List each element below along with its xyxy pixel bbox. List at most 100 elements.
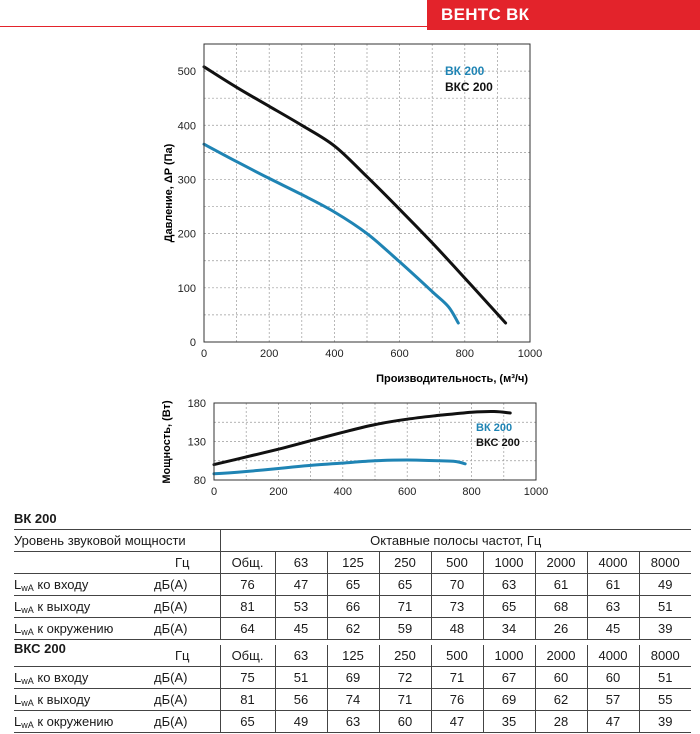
pressure-tick-labels: 0 200 400 600 800 1000 0 100 200 300 400 500 bbox=[178, 66, 543, 360]
y-tick-label: 180 bbox=[188, 398, 206, 410]
pressure-grid bbox=[204, 44, 530, 342]
x-tick-label: 1000 bbox=[518, 348, 542, 360]
table-columns-row: Гц Общ. 63 125 250 500 1000 2000 4000 80… bbox=[14, 645, 691, 667]
header-banner: ВЕНТС ВК bbox=[427, 0, 700, 30]
table-cell: 66 bbox=[326, 595, 379, 618]
table-cell: 65 bbox=[482, 595, 535, 618]
table-cell: 61 bbox=[534, 573, 587, 596]
unit-header: Гц bbox=[14, 645, 220, 667]
col-header: 125 bbox=[326, 645, 379, 667]
table-cell: 71 bbox=[378, 688, 431, 711]
table-cell: 60 bbox=[378, 710, 431, 733]
row-label: LwA к выходу дБ(А) bbox=[14, 688, 220, 711]
y-tick-label: 300 bbox=[178, 174, 196, 186]
x-tick-label: 0 bbox=[201, 348, 207, 360]
power-tick-labels: 0 200 400 600 800 1000 80 130 180 bbox=[188, 398, 549, 498]
x-tick-label: 400 bbox=[325, 348, 343, 360]
table-cell: 71 bbox=[378, 595, 431, 618]
col-header: 63 bbox=[274, 645, 327, 667]
row-unit: дБ(А) bbox=[154, 713, 188, 729]
table-cell: 61 bbox=[586, 573, 639, 596]
table-cell: 45 bbox=[586, 617, 639, 640]
col-header: 500 bbox=[430, 551, 483, 574]
col-header: 2000 bbox=[534, 551, 587, 574]
table-cell: 39 bbox=[638, 710, 691, 733]
series-line-vk200 bbox=[212, 458, 467, 476]
col-header: 250 bbox=[378, 551, 431, 574]
row-label: LwA к окружению дБ(А) bbox=[14, 710, 220, 733]
y-tick-label: 500 bbox=[178, 66, 196, 78]
col-header: 4000 bbox=[586, 645, 639, 667]
table-cell: 49 bbox=[638, 573, 691, 596]
table-cell: 63 bbox=[586, 595, 639, 618]
table-cell: 34 bbox=[482, 617, 535, 640]
table-cell: 62 bbox=[534, 688, 587, 711]
row-unit: дБ(А) bbox=[154, 576, 188, 592]
power-series bbox=[212, 409, 512, 476]
series-line-vk200 bbox=[202, 142, 460, 325]
power-chart: 0 200 400 600 800 1000 80 130 180 ВК 200 ВКС 200… bbox=[161, 398, 549, 498]
legend-vks200: ВКС 200 bbox=[445, 80, 493, 94]
table-title-vk200: ВК 200 bbox=[14, 511, 57, 526]
col-header: 4000 bbox=[586, 551, 639, 574]
col-header: Общ. bbox=[219, 645, 275, 667]
col-header: 8000 bbox=[638, 551, 691, 574]
table-header-row: Уровень звуковой мощности Октавные полос… bbox=[14, 529, 691, 552]
table-cell: 69 bbox=[326, 666, 379, 689]
table-cell: 65 bbox=[219, 710, 275, 733]
table-cell: 53 bbox=[274, 595, 327, 618]
y-tick-label: 0 bbox=[190, 337, 196, 349]
header-right: Октавные полосы частот, Гц bbox=[219, 529, 691, 552]
y-tick-label: 130 bbox=[188, 437, 206, 449]
pressure-plot-frame bbox=[203, 43, 531, 343]
x-tick-label: 1000 bbox=[524, 486, 548, 498]
row-unit: дБ(А) bbox=[154, 620, 188, 636]
table-cell: 28 bbox=[534, 710, 587, 733]
x-tick-label: 200 bbox=[260, 348, 278, 360]
header-title: ВЕНТС ВК bbox=[441, 5, 530, 24]
table-cell: 70 bbox=[430, 573, 483, 596]
pressure-series bbox=[202, 65, 508, 325]
pressure-chart: 0 200 400 600 800 1000 0 100 200 300 400 500 ВК 200… bbox=[163, 43, 543, 385]
table-cell: 62 bbox=[326, 617, 379, 640]
table-cell: 69 bbox=[482, 688, 535, 711]
table-cell: 47 bbox=[430, 710, 483, 733]
row-label: LwA ко входу дБ(А) bbox=[14, 666, 220, 689]
row-unit: дБ(А) bbox=[154, 691, 188, 707]
table-cell: 35 bbox=[482, 710, 535, 733]
table-cell: 26 bbox=[534, 617, 587, 640]
pressure-x-axis-label: Производительность, (м³/ч) bbox=[376, 373, 528, 385]
table-row: LwA к окружению дБ(А) 64 45 62 59 48 34 26 45 39 bbox=[14, 617, 691, 640]
table-cell: 71 bbox=[430, 666, 483, 689]
x-tick-label: 800 bbox=[462, 486, 480, 498]
table-cell: 64 bbox=[219, 617, 275, 640]
series-line-vks200 bbox=[202, 65, 508, 325]
x-tick-label: 200 bbox=[269, 486, 287, 498]
x-tick-label: 600 bbox=[390, 348, 408, 360]
table-cell: 67 bbox=[482, 666, 535, 689]
table-cell: 45 bbox=[274, 617, 327, 640]
table-cell: 57 bbox=[586, 688, 639, 711]
row-unit: дБ(А) bbox=[154, 669, 188, 685]
y-tick-label: 400 bbox=[178, 120, 196, 132]
col-header: Общ. bbox=[219, 551, 275, 574]
table-cell: 39 bbox=[638, 617, 691, 640]
sound-table-vks200: Гц Общ. 63 125 250 500 1000 2000 4000 80… bbox=[14, 645, 691, 733]
table-cell: 81 bbox=[219, 595, 275, 618]
table-cell: 76 bbox=[430, 688, 483, 711]
unit-header: Гц bbox=[14, 551, 220, 574]
table-row: LwA к окружению дБ(А) 65 49 63 60 47 35 28 47 39 bbox=[14, 710, 691, 733]
table-cell: 76 bbox=[219, 573, 275, 596]
series-line-vks200 bbox=[212, 409, 512, 467]
table-row: LwA к выходу дБ(А) 81 56 74 71 76 69 62 57 55 bbox=[14, 688, 691, 711]
power-plot-frame bbox=[213, 402, 537, 481]
pressure-y-axis-label: Давление, ΔP (Па) bbox=[163, 143, 175, 242]
table-cell: 73 bbox=[430, 595, 483, 618]
table-cell: 60 bbox=[534, 666, 587, 689]
x-tick-label: 800 bbox=[456, 348, 474, 360]
table-row: LwA к выходу дБ(А) 81 53 66 71 73 65 68 63 51 bbox=[14, 595, 691, 618]
power-y-axis-label: Мощность, (Вт) bbox=[161, 400, 173, 484]
header-rule bbox=[0, 26, 430, 27]
col-header: 125 bbox=[326, 551, 379, 574]
row-label: LwA к выходу дБ(А) bbox=[14, 595, 220, 618]
